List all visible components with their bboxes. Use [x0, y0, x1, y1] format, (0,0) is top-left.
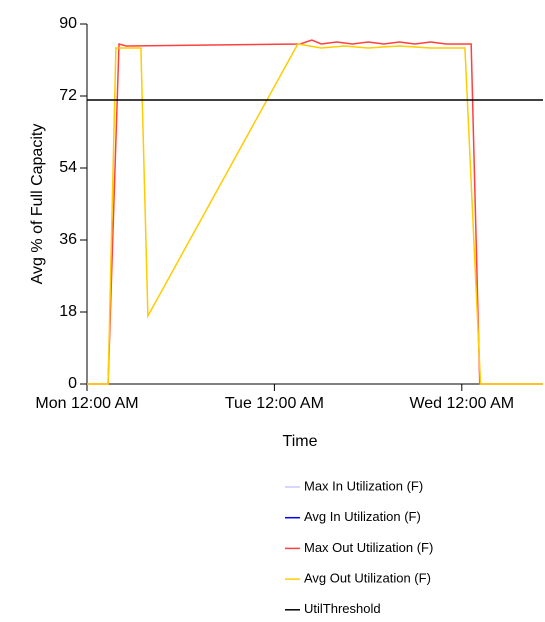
legend-label: Avg In Utilization (F) [304, 509, 421, 524]
series-line [87, 39, 543, 385]
legend-label: Max Out Utilization (F) [304, 540, 433, 555]
series-line [87, 43, 543, 385]
y-tick-label: 0 [68, 375, 77, 392]
legend-label: UtilThreshold [304, 601, 381, 616]
x-tick-label: Wed 12:00 AM [409, 395, 514, 412]
legend-label: Avg Out Utilization (F) [304, 571, 431, 586]
y-tick-label: 36 [59, 231, 77, 248]
x-tick-label: Tue 12:00 AM [225, 395, 324, 412]
legend-label: Max In Utilization (F) [304, 478, 423, 493]
y-tick-label: 18 [59, 303, 77, 320]
x-tick-label: Mon 12:00 AM [35, 395, 138, 412]
y-tick-label: 54 [59, 159, 77, 176]
y-tick-label: 90 [59, 15, 77, 32]
y-axis-label: Avg % of Full Capacity [29, 124, 46, 285]
y-tick-label: 72 [59, 87, 77, 104]
x-axis-label: Time [283, 433, 318, 450]
